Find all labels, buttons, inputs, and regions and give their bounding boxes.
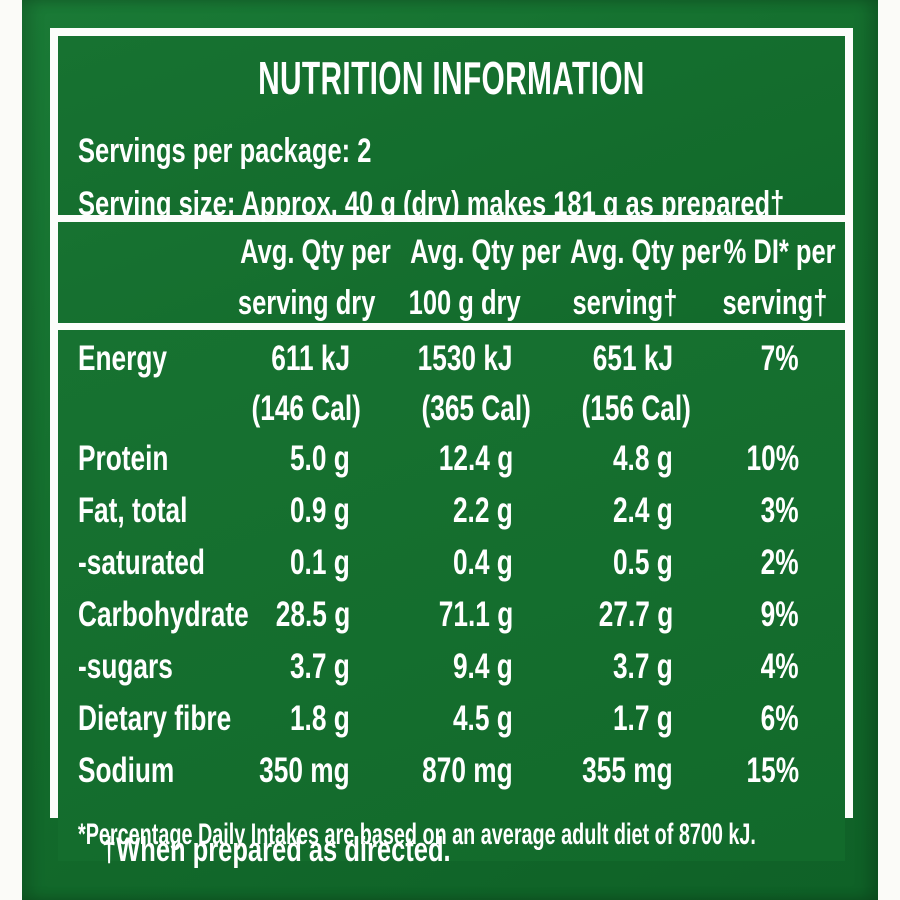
title-row: NUTRITION INFORMATION	[58, 52, 845, 116]
column-header-grid: Avg. Qty per serving dry Avg. Qty per 10…	[58, 222, 845, 332]
nutrient-name: Protein	[78, 439, 169, 478]
nutrient-table-section: Energy 611 kJ (146 Cal) 1530 kJ (365 Cal…	[58, 330, 845, 861]
di-percent-value: 9%	[761, 595, 799, 634]
serving-dry-value: 3.7 g	[290, 647, 350, 686]
di-percent-value: 10%	[746, 439, 799, 478]
serving-dry-value: 28.5 g	[275, 595, 350, 634]
serving-info: Servings per package: 2 Serving size: Ap…	[58, 128, 845, 234]
row-carbohydrate: Carbohydrate 28.5 g 71.1 g 27.7 g 9%	[58, 592, 845, 644]
prepared-value: 355 mg	[582, 751, 673, 790]
serving-dry-value: 0.1 g	[290, 543, 350, 582]
column-header-spacer	[58, 230, 215, 332]
per-100g-value: 1530 kJ	[418, 339, 513, 378]
nutrition-title: NUTRITION INFORMATION	[258, 52, 645, 104]
per-100g-value: 12.4 g	[438, 439, 513, 478]
di-percent-value: 4%	[761, 647, 799, 686]
nutrient-name: Fat, total	[78, 491, 188, 530]
prepared-value: 27.7 g	[598, 595, 673, 634]
per-100g-value: 870 mg	[422, 751, 513, 790]
package-green-panel: NUTRITION INFORMATION Servings per packa…	[22, 0, 878, 900]
di-percent-value: 7%	[761, 339, 799, 378]
serving-dry-value: 0.9 g	[290, 491, 350, 530]
nutrient-name: Energy	[78, 339, 167, 378]
nutrient-name: Dietary fibre	[78, 699, 232, 738]
nutrient-name: Sodium	[78, 751, 175, 790]
prepared-value: 1.7 g	[613, 699, 673, 738]
prepared-value: 651 kJ	[592, 339, 673, 378]
per-100g-cal-value: (365 Cal)	[421, 389, 531, 428]
serving-dry-value: 5.0 g	[290, 439, 350, 478]
column-header-section: Avg. Qty per serving dry Avg. Qty per 10…	[58, 222, 845, 323]
prepared-value: 0.5 g	[613, 543, 673, 582]
prepared-value: 2.4 g	[613, 491, 673, 530]
nutrient-table: Energy 611 kJ (146 Cal) 1530 kJ (365 Cal…	[58, 330, 845, 861]
prepared-cal-value: (156 Cal)	[581, 389, 691, 428]
row-protein: Protein 5.0 g 12.4 g 4.8 g 10%	[58, 436, 845, 488]
per-100g-value: 71.1 g	[438, 595, 513, 634]
column-header-serving-dry: Avg. Qty per serving dry	[237, 233, 391, 322]
column-header-di-percent: % DI* per serving†	[722, 233, 836, 322]
serving-dry-value: 611 kJ	[271, 339, 350, 378]
row-sodium: Sodium 350 mg 870 mg 355 mg 15%	[58, 748, 845, 800]
row-fat-total: Fat, total 0.9 g 2.2 g 2.4 g 3%	[58, 488, 845, 540]
prepared-value: 4.8 g	[613, 439, 673, 478]
nutrient-name: -sugars	[78, 647, 173, 686]
di-percent-value: 15%	[746, 751, 799, 790]
row-sugars: -sugars 3.7 g 9.4 g 3.7 g 4%	[58, 644, 845, 696]
daily-intake-footnote: *Percentage Daily Intakes are based on a…	[78, 818, 756, 851]
column-header-100g-dry: Avg. Qty per 100 g dry	[409, 233, 561, 322]
per-100g-value: 4.5 g	[453, 699, 513, 738]
nutrient-name: Carbohydrate	[78, 595, 249, 634]
prepared-footnote: †When prepared as directed.	[102, 831, 451, 869]
di-percent-value: 2%	[761, 543, 799, 582]
serving-dry-value: 1.8 g	[290, 699, 350, 738]
serving-size-line: Serving size: Approx. 40 g (dry) makes 1…	[78, 185, 785, 223]
column-header-serving-prepared: Avg. Qty per serving†	[570, 233, 721, 322]
servings-per-package-line: Servings per package: 2	[78, 132, 372, 170]
nutrition-frame: NUTRITION INFORMATION Servings per packa…	[50, 28, 853, 861]
serving-dry-cal-value: (146 Cal)	[251, 389, 361, 428]
prepared-value: 3.7 g	[613, 647, 673, 686]
nutrient-name: -saturated	[78, 543, 205, 582]
per-100g-value: 2.2 g	[453, 491, 513, 530]
row-energy: Energy 611 kJ (146 Cal) 1530 kJ (365 Cal…	[58, 336, 845, 436]
serving-dry-value: 350 mg	[259, 751, 350, 790]
title-section: NUTRITION INFORMATION Servings per packa…	[58, 36, 845, 223]
per-100g-value: 9.4 g	[453, 647, 513, 686]
di-percent-value: 6%	[761, 699, 799, 738]
row-saturated: -saturated 0.1 g 0.4 g 0.5 g 2%	[58, 540, 845, 592]
row-dietary-fibre: Dietary fibre 1.8 g 4.5 g 1.7 g 6%	[58, 696, 845, 748]
di-percent-value: 3%	[761, 491, 799, 530]
per-100g-value: 0.4 g	[453, 543, 513, 582]
